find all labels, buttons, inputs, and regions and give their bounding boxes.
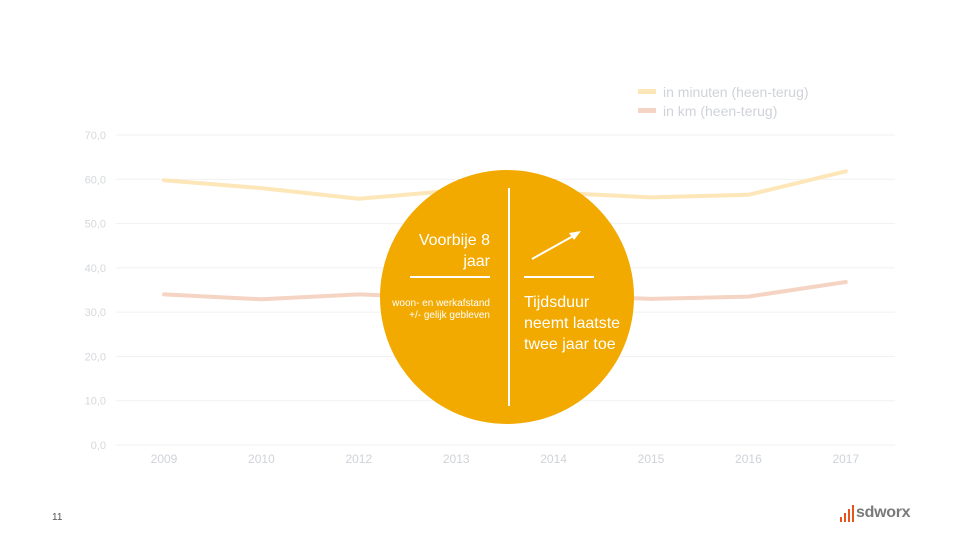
data-point [162, 292, 166, 296]
data-point [259, 297, 263, 301]
left-title: Voorbije 8 jaar [418, 232, 490, 270]
data-point [844, 169, 848, 173]
legend-label-minutes: in minuten (heen-terug) [663, 83, 809, 100]
x-tick-label: 2017 [832, 452, 859, 466]
x-tick-label: 2012 [345, 452, 372, 466]
page-number: 11 [52, 512, 63, 523]
x-tick-label: 2015 [638, 452, 665, 466]
data-point [357, 292, 361, 296]
data-point [162, 178, 166, 182]
data-point [844, 280, 848, 284]
x-tick-label: 2016 [735, 452, 762, 466]
y-tick-label: 50,0 [85, 219, 106, 231]
trend-arrow-icon [569, 231, 581, 240]
x-tick-label: 2010 [248, 452, 275, 466]
x-axis-ticks: 2009 2010 2012 2013 2014 2015 2016 2017 [151, 452, 860, 466]
legend-item-minutes: in minuten (heen-terug) [638, 82, 809, 101]
y-tick-label: 30,0 [85, 307, 106, 319]
legend-item-km: in km (heen-terug) [638, 101, 809, 120]
logo-icon [840, 505, 854, 522]
y-tick-label: 70,0 [85, 130, 106, 142]
legend-swatch-km [638, 108, 656, 113]
data-point [259, 186, 263, 190]
right-title: Tijdsduur neemt laatste twee jaar toe [524, 294, 621, 353]
data-point [746, 193, 750, 197]
data-point [649, 297, 653, 301]
data-point [649, 195, 653, 199]
trend-arrow-line [531, 234, 576, 260]
overlay-circle-group [380, 170, 634, 424]
x-tick-label: 2013 [443, 452, 470, 466]
x-tick-label: 2014 [540, 452, 567, 466]
data-point [357, 197, 361, 201]
y-tick-label: 20,0 [85, 351, 106, 363]
company-logo: sdworx [838, 503, 911, 523]
legend-label-km: in km (heen-terug) [663, 102, 778, 119]
data-point [746, 295, 750, 299]
logo-text: sdworx [856, 504, 911, 521]
y-tick-label: 60,0 [85, 174, 106, 186]
y-tick-label: 0,0 [91, 440, 106, 452]
x-tick-label: 2009 [151, 452, 178, 466]
y-tick-label: 40,0 [85, 263, 106, 275]
y-axis-ticks: 0,0 10,0 20,0 30,0 40,0 50,0 60,0 70,0 [85, 130, 106, 452]
legend: in minuten (heen-terug) in km (heen-teru… [638, 82, 809, 120]
legend-swatch-minutes [638, 89, 656, 94]
left-subtitle: woon- en werkafstand +/- gelijk gebleven [392, 298, 490, 321]
y-tick-label: 10,0 [85, 396, 106, 408]
